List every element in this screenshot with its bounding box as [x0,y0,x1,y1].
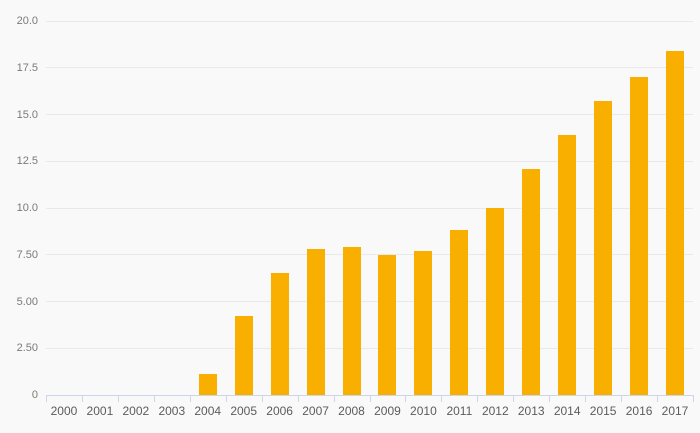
bar[interactable] [342,247,361,395]
x-axis-label: 2016 [625,404,653,418]
gridline [46,347,693,349]
y-axis-label: 15.0 [16,108,38,121]
bar[interactable] [522,168,541,395]
bar[interactable] [486,208,505,395]
bar[interactable] [666,50,685,395]
x-axis-label: 2012 [481,404,509,418]
x-axis-tick [693,396,694,402]
y-axis-label: 10.0 [16,202,38,214]
x-axis-label: 2002 [122,404,150,418]
y-axis-label: 0 [31,389,38,401]
x-axis-label: 2004 [194,404,222,418]
x-axis-tick [117,396,119,402]
x-axis-label: 2009 [374,404,401,418]
x-axis-tick [477,396,479,402]
bar[interactable] [378,254,397,395]
x-axis-tick [297,396,299,402]
x-axis-tick [189,396,191,402]
x-axis-label: 2013 [517,404,545,418]
x-axis-tick [621,396,623,402]
bar[interactable] [558,135,577,395]
bar[interactable] [270,273,289,395]
x-axis-label: 2001 [86,404,114,418]
bar[interactable] [306,249,325,395]
x-axis-label: 2005 [230,404,258,418]
x-axis-tick [333,396,335,402]
gridline [46,114,693,115]
x-axis-tick [585,396,587,402]
gridline [46,160,693,162]
x-axis-line [46,395,694,396]
y-axis-label: 5.00 [16,295,38,308]
x-axis-tick [441,396,443,402]
y-axis-label: 12.5 [16,155,38,168]
bar[interactable] [234,316,253,395]
x-axis-label: 2011 [446,404,473,418]
x-axis-label: 2014 [553,404,581,418]
bar[interactable] [594,101,613,395]
bar[interactable] [414,251,433,395]
x-axis-tick [225,396,227,402]
y-axis-label: 7.50 [16,248,38,261]
y-axis-label: 20.0 [16,15,38,27]
x-axis-tick [405,396,407,402]
gridline [46,207,693,209]
gridline [46,20,693,22]
x-axis-label: 2006 [266,404,293,418]
gridline [46,67,693,69]
x-axis-label: 2000 [50,404,78,418]
x-axis-label: 2010 [410,404,437,418]
bar[interactable] [630,77,649,395]
y-axis-label: 2.50 [16,342,38,355]
x-axis-tick [46,396,47,402]
x-axis-label: 2003 [158,404,186,418]
x-axis-label: 2007 [302,404,329,418]
bar[interactable] [198,374,217,395]
gridline [46,254,693,256]
x-axis-tick [549,396,551,402]
x-axis-tick [81,396,83,402]
x-axis-tick [657,396,659,402]
y-axis-label: 17.5 [16,61,38,74]
gridline [46,301,693,302]
x-axis-tick [513,396,515,402]
x-axis-tick [261,396,263,402]
x-axis-label: 2008 [338,404,365,418]
x-axis-label: 2017 [661,404,689,418]
x-axis-tick [153,396,155,402]
x-axis-tick [369,396,371,402]
bar[interactable] [450,230,469,395]
x-axis-label: 2015 [589,404,617,418]
